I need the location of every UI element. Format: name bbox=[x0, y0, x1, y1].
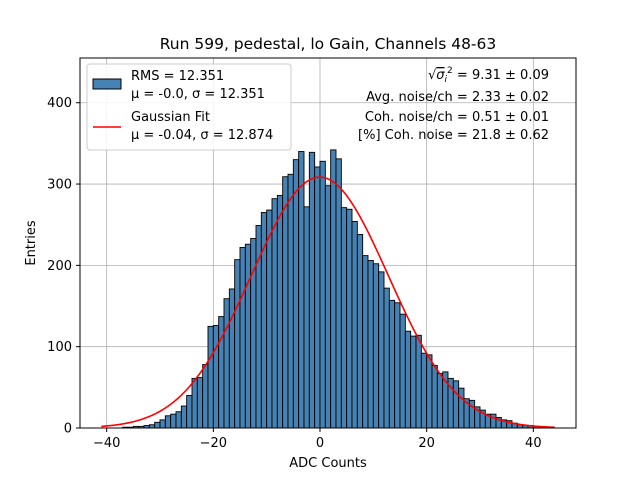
histogram-bar bbox=[404, 330, 412, 429]
histogram-bar bbox=[362, 255, 369, 429]
x-axis-label: ADC Counts bbox=[289, 456, 367, 471]
histogram-bar bbox=[335, 158, 342, 429]
axes-frame bbox=[79, 57, 577, 429]
histogram-bar bbox=[186, 395, 193, 429]
histogram-bar bbox=[170, 413, 177, 429]
y-axis: 0 100 200 300 400 bbox=[47, 96, 80, 437]
histogram-bar bbox=[276, 194, 284, 429]
y-tick-label: 200 bbox=[47, 259, 72, 274]
histogram-bar bbox=[207, 325, 214, 429]
y-tick-label: 100 bbox=[47, 340, 72, 355]
histogram-bar bbox=[266, 209, 273, 429]
legend: RMS = 12.351 μ = -0.0, σ = 12.351 Gaussi… bbox=[86, 63, 292, 151]
histogram-bar bbox=[202, 364, 209, 429]
histogram-bar bbox=[415, 334, 422, 429]
annotation-total-noise-value: = 9.31 ± 0.09 bbox=[453, 68, 549, 83]
legend-frame bbox=[86, 63, 292, 151]
chart-title: Run 599, pedestal, lo Gain, Channels 48-… bbox=[160, 35, 497, 53]
x-tick-label: 0 bbox=[316, 436, 324, 451]
histogram-bar bbox=[212, 325, 220, 429]
legend-label-fit: Gaussian Fit bbox=[131, 110, 210, 125]
y-tick-label: 0 bbox=[64, 422, 72, 437]
legend-label-histogram-stats: μ = -0.0, σ = 12.351 bbox=[131, 87, 265, 102]
histogram-bar bbox=[282, 176, 289, 429]
x-axis: −40 −20 0 20 40 bbox=[93, 428, 542, 451]
histogram-bar bbox=[383, 287, 390, 429]
histogram-bar bbox=[244, 243, 252, 429]
annotation-total-noise: √σi2 = 9.31 ± 0.09 bbox=[428, 66, 549, 85]
histogram-bar bbox=[298, 151, 305, 429]
annotation-avg-noise: Avg. noise/ch = 2.33 ± 0.02 bbox=[366, 90, 549, 105]
histogram-bar bbox=[367, 260, 374, 429]
histogram-bar bbox=[351, 221, 358, 429]
histogram-bar bbox=[452, 380, 460, 429]
histogram-bar bbox=[308, 151, 316, 429]
y-tick-label: 300 bbox=[47, 178, 72, 193]
histogram-bars bbox=[122, 149, 550, 429]
histogram-bar bbox=[314, 166, 321, 429]
histogram-bar bbox=[420, 352, 428, 429]
gaussian-fit-line bbox=[101, 176, 555, 429]
annotation-coh-noise-percent: [%] Coh. noise = 21.8 ± 0.62 bbox=[358, 128, 549, 143]
annotations: √σi2 = 9.31 ± 0.09 Avg. noise/ch = 2.33 … bbox=[358, 66, 549, 143]
histogram-bar bbox=[319, 160, 326, 429]
x-tick-label: −40 bbox=[93, 436, 120, 451]
x-tick-label: 40 bbox=[525, 436, 542, 451]
histogram-bar bbox=[388, 299, 396, 429]
sqrt-symbol: √ bbox=[428, 68, 437, 83]
histogram-bar bbox=[196, 377, 204, 429]
legend-swatch-histogram bbox=[92, 78, 122, 90]
histogram-bar bbox=[303, 206, 310, 429]
histogram-bar bbox=[399, 313, 406, 429]
y-tick-label: 400 bbox=[47, 96, 72, 111]
y-axis-label: Entries bbox=[24, 220, 39, 266]
histogram-bar bbox=[292, 159, 300, 429]
histogram-bar bbox=[234, 259, 241, 429]
x-tick-label: −20 bbox=[200, 436, 227, 451]
histogram-bar bbox=[356, 234, 364, 429]
histogram-bar bbox=[378, 271, 385, 429]
histogram-bar bbox=[436, 373, 444, 429]
sigma-subscript: i bbox=[445, 75, 448, 85]
histogram-bar bbox=[394, 302, 401, 429]
histogram-bar bbox=[426, 354, 433, 429]
histogram-bar bbox=[410, 335, 417, 429]
histogram-bar bbox=[228, 288, 236, 429]
histogram-bar bbox=[223, 298, 230, 429]
histogram-bar bbox=[154, 421, 161, 429]
annotation-coh-noise: Coh. noise/ch = 0.51 ± 0.01 bbox=[365, 110, 549, 125]
histogram-bar bbox=[271, 198, 278, 429]
histogram-bar bbox=[180, 405, 188, 429]
histogram-bar bbox=[330, 149, 337, 429]
sigma-superscript: 2 bbox=[447, 66, 453, 76]
histogram-bar bbox=[346, 208, 353, 429]
histogram-bar bbox=[287, 173, 294, 429]
legend-label-histogram: RMS = 12.351 bbox=[131, 69, 224, 84]
x-tick-label: 20 bbox=[418, 436, 435, 451]
histogram-bar bbox=[175, 411, 182, 429]
histogram-bar bbox=[191, 377, 198, 429]
sigma-symbol: σ bbox=[436, 68, 445, 83]
histogram-bar bbox=[159, 419, 166, 429]
histogram-bar bbox=[324, 185, 332, 429]
histogram-bar bbox=[164, 415, 172, 429]
histogram-bar bbox=[458, 387, 465, 429]
histogram-bar bbox=[431, 364, 438, 429]
histogram-bar bbox=[239, 247, 246, 429]
legend-label-fit-stats: μ = -0.04, σ = 12.874 bbox=[131, 128, 273, 143]
histogram-bar bbox=[340, 207, 348, 429]
histogram-bar bbox=[372, 263, 380, 429]
